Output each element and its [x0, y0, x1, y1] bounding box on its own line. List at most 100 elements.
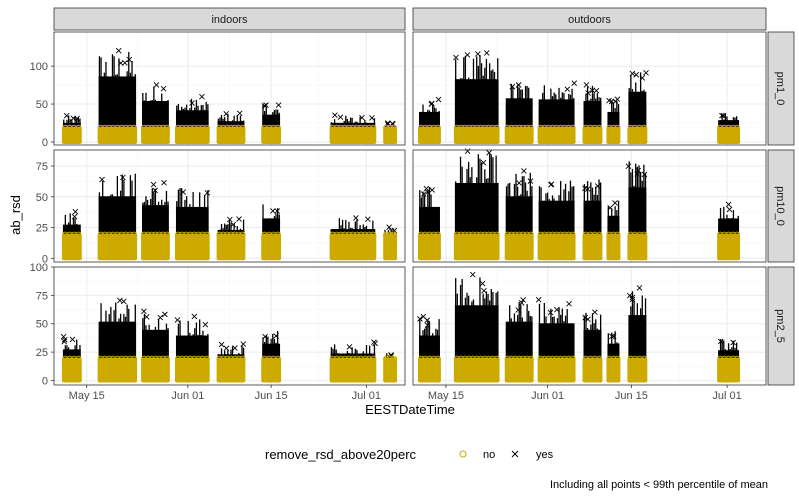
yes-point [417, 316, 423, 322]
yes-point [554, 306, 560, 313]
no-band [717, 126, 741, 144]
data-segment-outdoors-pm2_5-3 [535, 296, 576, 383]
no-point [337, 231, 344, 238]
y-tick-label: 0 [42, 375, 48, 387]
yes-point [582, 185, 588, 192]
no-point [565, 124, 572, 131]
no-point [203, 355, 210, 362]
data-segment-outdoors-pm2_5-0 [417, 313, 441, 383]
no-band [329, 126, 377, 144]
yes-point [230, 221, 236, 228]
no-point [508, 124, 515, 131]
no-band [606, 126, 621, 144]
no-point [231, 231, 238, 238]
yes-point [120, 298, 127, 305]
no-point [430, 355, 437, 362]
yes-point [70, 115, 77, 122]
data-segment-indoors-pm1_0-6 [329, 112, 377, 144]
no-point [203, 231, 210, 238]
y-tick-label: 50 [36, 319, 48, 331]
no-point [422, 355, 429, 362]
yes-point [521, 168, 527, 174]
panel-border [412, 31, 767, 146]
no-point [349, 355, 357, 362]
no-point [130, 355, 138, 362]
no-point [341, 355, 348, 362]
no-point [387, 355, 394, 362]
no-point [227, 355, 235, 362]
no-point [270, 231, 277, 238]
yes-point [635, 167, 642, 174]
yes-point [730, 339, 737, 346]
no-point [504, 231, 511, 238]
no-point [195, 231, 202, 238]
no-point [516, 124, 523, 131]
no-point [163, 124, 171, 131]
legend-label-no: no [483, 449, 495, 461]
no-band [537, 126, 576, 144]
no-point [265, 231, 273, 238]
no-point [163, 355, 171, 362]
no-band [261, 357, 282, 383]
no-point [493, 231, 500, 238]
data-segment-outdoors-pm10_0-2 [504, 168, 534, 261]
no-point [174, 355, 182, 362]
no-point [717, 355, 724, 362]
y-tick-label: 0 [42, 253, 48, 265]
no-point [370, 231, 377, 238]
no-point [274, 355, 281, 362]
strip-pm10_0 [767, 149, 795, 263]
strip-indoors [53, 7, 406, 31]
no-point [627, 231, 634, 238]
no-point [632, 124, 639, 131]
no-point [457, 124, 464, 131]
yes-point [157, 314, 164, 321]
no-point [62, 355, 69, 362]
no-point [596, 231, 603, 238]
no-point [148, 124, 155, 131]
yes-point [69, 336, 76, 343]
no-point [717, 231, 724, 238]
strip-label-pm1_0: pm1_0 [774, 72, 786, 106]
no-point [516, 355, 523, 362]
no-point [485, 355, 492, 362]
strip-outdoors [412, 7, 767, 31]
yes-point [639, 75, 646, 81]
strip-label-indoors: indoors [211, 14, 248, 26]
no-point [152, 355, 159, 362]
yes-cloud [330, 229, 376, 234]
no-point [341, 231, 348, 238]
no-point [216, 231, 223, 238]
yes-point [481, 287, 487, 294]
no-point [163, 231, 171, 238]
yes-point [629, 296, 636, 303]
yes-point [236, 110, 243, 117]
no-point [417, 355, 425, 362]
yes-point [150, 181, 157, 188]
no-point [422, 231, 429, 238]
data-segment-indoors-pm10_0-7 [383, 224, 398, 261]
no-point [159, 231, 167, 238]
no-point [430, 231, 437, 238]
strip-pm2_5 [767, 266, 795, 386]
yes-point [479, 280, 486, 287]
no-point [370, 124, 377, 131]
no-point [627, 355, 634, 362]
axes-layer: indoors outdoorspm1_0pm10_0pm2_5050100025… [30, 7, 795, 402]
no-point [178, 124, 186, 131]
no-point [473, 231, 480, 238]
no-point [333, 231, 340, 238]
yes-point [548, 181, 555, 188]
no-point [224, 355, 231, 362]
no-point [366, 124, 373, 131]
strip-label-outdoors: outdoors [568, 14, 611, 26]
data-segment-outdoors-pm2_5-2 [504, 297, 534, 383]
yes-point [223, 345, 230, 352]
no-point [632, 355, 639, 362]
data-segment-indoors-pm2_5-7 [383, 352, 398, 383]
data-segment-outdoors-pm10_0-6 [625, 161, 648, 261]
no-point [122, 231, 129, 238]
no-point [725, 124, 732, 131]
no-point [114, 124, 121, 131]
no-point [565, 355, 572, 362]
